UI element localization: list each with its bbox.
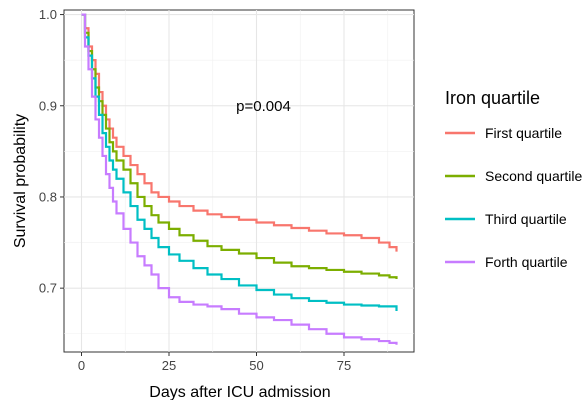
series-lines bbox=[81, 13, 398, 345]
series-line-4 bbox=[81, 13, 398, 345]
y-tick-label: 0.7 bbox=[39, 281, 57, 296]
x-tick-label: 25 bbox=[162, 358, 176, 373]
legend-title: Iron quartile bbox=[445, 88, 540, 108]
y-tick-label: 0.9 bbox=[39, 98, 57, 113]
y-tick-label: 1.0 bbox=[39, 7, 57, 22]
legend-label-4: Forth quartile bbox=[485, 254, 568, 270]
legend-label-1: First quartile bbox=[485, 125, 562, 141]
axes: 0 25 50 75 0.7 0.8 0.9 1.0 bbox=[39, 7, 351, 373]
series-line-3 bbox=[81, 13, 398, 311]
plot-panel bbox=[63, 9, 415, 353]
x-tick-label: 0 bbox=[78, 358, 85, 373]
series-line-1 bbox=[81, 13, 398, 252]
legend-label-3: Third quartile bbox=[485, 211, 567, 227]
x-tick-label: 50 bbox=[249, 358, 263, 373]
y-axis-label: Survival probability bbox=[12, 114, 29, 248]
x-axis-label: Days after ICU admission bbox=[149, 384, 330, 400]
y-tick-label: 0.8 bbox=[39, 189, 57, 204]
series-line-2 bbox=[81, 13, 398, 280]
x-tick-label: 75 bbox=[337, 358, 351, 373]
legend: Iron quartile First quartile Second quart… bbox=[445, 88, 583, 270]
legend-label-2: Second quartile bbox=[485, 168, 583, 184]
p-value-annotation: p=0.004 bbox=[236, 98, 291, 115]
